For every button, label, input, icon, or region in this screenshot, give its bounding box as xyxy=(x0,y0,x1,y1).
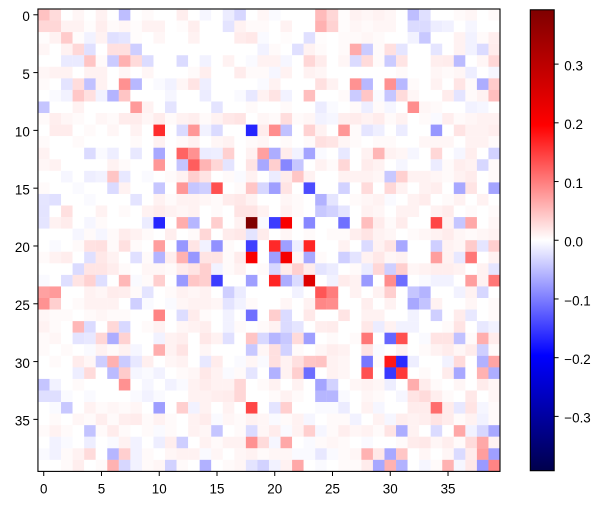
svg-text:5: 5 xyxy=(98,481,105,496)
svg-text:25: 25 xyxy=(325,481,340,496)
svg-text:0.2: 0.2 xyxy=(564,117,583,132)
svg-text:5: 5 xyxy=(22,67,29,82)
svg-text:35: 35 xyxy=(441,481,456,496)
svg-text:−0.2: −0.2 xyxy=(564,352,590,367)
svg-text:15: 15 xyxy=(210,481,225,496)
svg-text:0: 0 xyxy=(40,481,47,496)
svg-text:15: 15 xyxy=(15,182,30,197)
svg-text:10: 10 xyxy=(15,125,30,140)
svg-text:−0.1: −0.1 xyxy=(564,293,590,308)
svg-text:25: 25 xyxy=(15,298,30,313)
svg-text:20: 20 xyxy=(15,240,30,255)
svg-text:20: 20 xyxy=(267,481,282,496)
svg-text:10: 10 xyxy=(152,481,167,496)
svg-text:−0.3: −0.3 xyxy=(564,411,590,426)
svg-text:35: 35 xyxy=(15,414,30,429)
svg-text:30: 30 xyxy=(15,356,30,371)
svg-text:0.1: 0.1 xyxy=(564,176,583,191)
svg-text:0.0: 0.0 xyxy=(564,235,583,250)
svg-text:0: 0 xyxy=(22,9,29,24)
svg-text:0.3: 0.3 xyxy=(564,58,583,73)
svg-text:30: 30 xyxy=(383,481,398,496)
